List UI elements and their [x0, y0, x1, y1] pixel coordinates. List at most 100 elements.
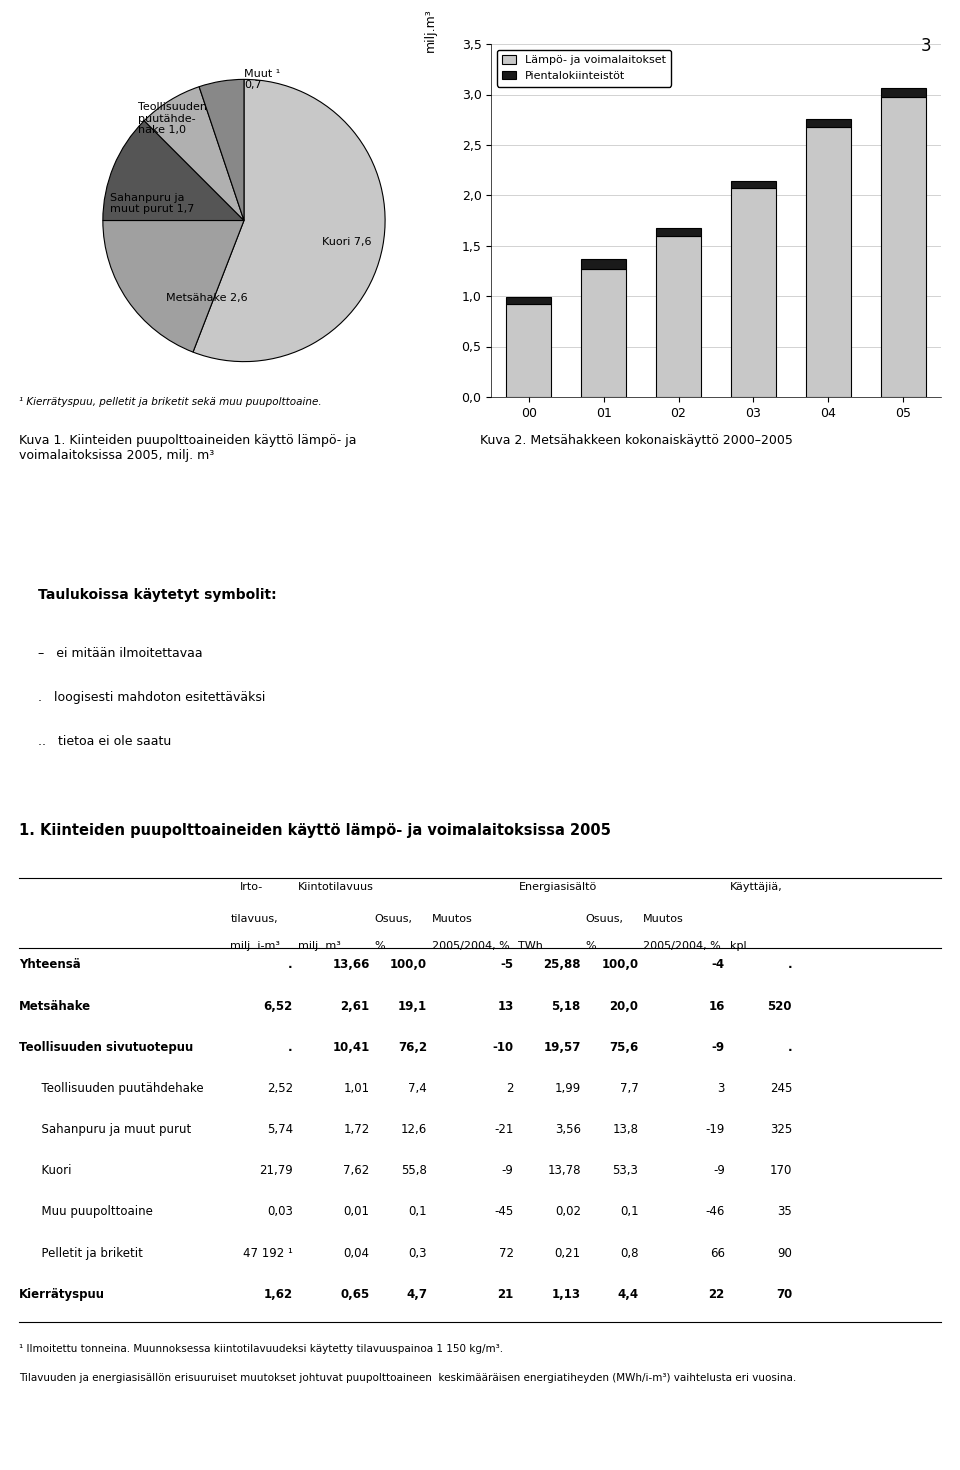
Text: Taulukoissa käytetyt symbolit:: Taulukoissa käytetyt symbolit: — [38, 588, 277, 603]
Text: Sahanpuru ja
muut purut 1,7: Sahanpuru ja muut purut 1,7 — [109, 193, 194, 215]
Text: 25,88: 25,88 — [543, 958, 581, 972]
Text: 76,2: 76,2 — [398, 1041, 427, 1054]
Text: 13,78: 13,78 — [547, 1164, 581, 1177]
Text: 0,65: 0,65 — [341, 1288, 370, 1301]
Text: .: . — [787, 958, 792, 972]
Text: 3,56: 3,56 — [555, 1123, 581, 1136]
Text: 2: 2 — [506, 1082, 514, 1095]
Text: 16: 16 — [708, 1000, 725, 1013]
Text: 13,8: 13,8 — [612, 1123, 638, 1136]
Text: 100,0: 100,0 — [601, 958, 638, 972]
Text: %: % — [586, 941, 596, 951]
Text: ¹ Ilmoitettu tonneina. Muunnoksessa kiintotilavuudeksi käytetty tilavuuspainoa 1: ¹ Ilmoitettu tonneina. Muunnoksessa kiin… — [19, 1344, 503, 1354]
Text: Teollisuuden puutähdehake: Teollisuuden puutähdehake — [19, 1082, 204, 1095]
Text: Kuva 1. Kiinteiden puupolttoaineiden käyttö lämpö- ja
voimalaitoksissa 2005, mil: Kuva 1. Kiinteiden puupolttoaineiden käy… — [19, 434, 357, 462]
Bar — [731, 188, 776, 397]
Text: 55,8: 55,8 — [401, 1164, 427, 1177]
Bar — [581, 269, 626, 397]
Text: 2,61: 2,61 — [341, 1000, 370, 1013]
Text: -45: -45 — [494, 1205, 514, 1219]
Text: milj. i-m³: milj. i-m³ — [230, 941, 280, 951]
Text: 47 192 ¹: 47 192 ¹ — [243, 1247, 293, 1260]
Bar — [506, 304, 551, 397]
Text: 0,1: 0,1 — [620, 1205, 638, 1219]
Text: 0,21: 0,21 — [555, 1247, 581, 1260]
Text: -46: -46 — [706, 1205, 725, 1219]
Text: 7,7: 7,7 — [619, 1082, 638, 1095]
Text: 520: 520 — [767, 1000, 792, 1013]
Text: Osuus,: Osuus, — [374, 914, 413, 925]
Text: 5,18: 5,18 — [552, 1000, 581, 1013]
Text: -9: -9 — [711, 1041, 725, 1054]
Text: 0,3: 0,3 — [409, 1247, 427, 1260]
Text: 66: 66 — [709, 1247, 725, 1260]
Text: 10,41: 10,41 — [332, 1041, 370, 1054]
Bar — [506, 297, 551, 304]
Text: Teollisuuden sivutuotepuu: Teollisuuden sivutuotepuu — [19, 1041, 194, 1054]
Text: -21: -21 — [494, 1123, 514, 1136]
Text: Pelletit ja briketit: Pelletit ja briketit — [19, 1247, 143, 1260]
Text: Metsähake: Metsähake — [19, 1000, 91, 1013]
Text: Sahanpuru ja muut purut: Sahanpuru ja muut purut — [19, 1123, 191, 1136]
Bar — [806, 119, 851, 126]
Wedge shape — [199, 79, 244, 220]
Text: 5,74: 5,74 — [267, 1123, 293, 1136]
Bar — [581, 259, 626, 269]
Text: Muu puupolttoaine: Muu puupolttoaine — [19, 1205, 153, 1219]
Y-axis label: milj.m³: milj.m³ — [424, 9, 438, 51]
Text: .   loogisesti mahdoton esitettäväksi: . loogisesti mahdoton esitettäväksi — [38, 691, 266, 704]
Text: ¹ Kierrätyspuu, pelletit ja briketit sekä muu puupolttoaine.: ¹ Kierrätyspuu, pelletit ja briketit sek… — [19, 397, 322, 407]
Text: 0,1: 0,1 — [409, 1205, 427, 1219]
Text: 0,8: 0,8 — [620, 1247, 638, 1260]
Text: tilavuus,: tilavuus, — [230, 914, 278, 925]
Text: 7,4: 7,4 — [408, 1082, 427, 1095]
Text: 4,7: 4,7 — [406, 1288, 427, 1301]
Text: Yhteensä: Yhteensä — [19, 958, 81, 972]
Text: .: . — [288, 1041, 293, 1054]
Text: 2005/2004, %: 2005/2004, % — [643, 941, 721, 951]
Text: 100,0: 100,0 — [390, 958, 427, 972]
Text: 0,02: 0,02 — [555, 1205, 581, 1219]
Text: TWh: TWh — [518, 941, 543, 951]
Text: 7,62: 7,62 — [344, 1164, 370, 1177]
Text: %: % — [374, 941, 385, 951]
Text: -10: -10 — [492, 1041, 514, 1054]
Text: Tilavuuden ja energiasisällön erisuuruiset muutokset johtuvat puupolttoaineen  k: Tilavuuden ja energiasisällön erisuuruis… — [19, 1373, 797, 1383]
Text: 13,66: 13,66 — [332, 958, 370, 972]
Legend: Lämpö- ja voimalaitokset, Pientalokiinteistöt: Lämpö- ja voimalaitokset, Pientalokiinte… — [496, 50, 671, 87]
Text: 1,62: 1,62 — [264, 1288, 293, 1301]
Text: 53,3: 53,3 — [612, 1164, 638, 1177]
Text: Kuori: Kuori — [19, 1164, 72, 1177]
Text: -5: -5 — [500, 958, 514, 972]
Text: 2005/2004, %: 2005/2004, % — [432, 941, 510, 951]
Text: .: . — [787, 1041, 792, 1054]
Text: 12,6: 12,6 — [401, 1123, 427, 1136]
Bar — [881, 97, 925, 397]
Text: Kuva 2. Metsähakkeen kokonaiskäyttö 2000–2005: Kuva 2. Metsähakkeen kokonaiskäyttö 2000… — [480, 434, 793, 447]
Text: Teollisuuden
puutähde-
hake 1,0: Teollisuuden puutähde- hake 1,0 — [138, 103, 207, 135]
Bar — [656, 228, 701, 235]
Text: 4,4: 4,4 — [617, 1288, 638, 1301]
Text: 22: 22 — [708, 1288, 725, 1301]
Text: 6,52: 6,52 — [264, 1000, 293, 1013]
Text: 1,01: 1,01 — [344, 1082, 370, 1095]
Text: 75,6: 75,6 — [610, 1041, 638, 1054]
Text: Muut ¹
0,7: Muut ¹ 0,7 — [244, 69, 280, 90]
Text: Muutos: Muutos — [432, 914, 472, 925]
Text: 3: 3 — [921, 37, 931, 54]
Text: 0,01: 0,01 — [344, 1205, 370, 1219]
Bar — [731, 181, 776, 188]
Text: 3: 3 — [717, 1082, 725, 1095]
Text: Irto-: Irto- — [240, 882, 263, 892]
Text: Metsähake 2,6: Metsähake 2,6 — [166, 293, 248, 303]
Text: 21: 21 — [497, 1288, 514, 1301]
Text: Kiintotilavuus: Kiintotilavuus — [298, 882, 373, 892]
Text: 90: 90 — [778, 1247, 792, 1260]
Text: –   ei mitään ilmoitettavaa: – ei mitään ilmoitettavaa — [38, 647, 203, 660]
Text: -4: -4 — [711, 958, 725, 972]
Text: ..   tietoa ei ole saatu: .. tietoa ei ole saatu — [38, 735, 172, 748]
Text: 35: 35 — [778, 1205, 792, 1219]
Wedge shape — [103, 220, 244, 353]
Text: 70: 70 — [776, 1288, 792, 1301]
Text: 170: 170 — [770, 1164, 792, 1177]
